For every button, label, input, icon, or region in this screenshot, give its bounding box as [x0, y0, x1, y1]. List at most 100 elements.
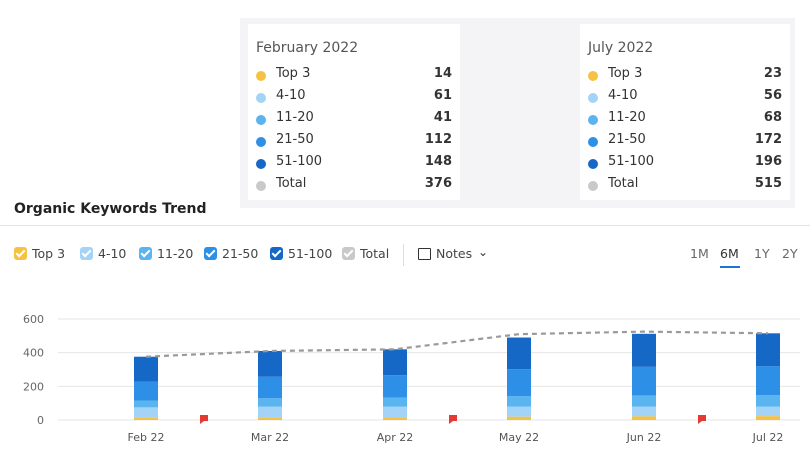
row-label: 51-100 [608, 154, 655, 169]
checkbox-icon [14, 247, 27, 260]
card-row-11-20: 11-20 41 [256, 110, 468, 130]
y-tick-label: 200 [23, 380, 44, 393]
row-label: 21-50 [276, 132, 314, 147]
bar-segment [507, 396, 531, 407]
11-20-dot-icon [588, 115, 598, 125]
bar-segment [756, 366, 780, 396]
bar-segment [383, 406, 407, 418]
bar-segment [134, 400, 158, 408]
bar-segment [632, 406, 656, 417]
bar-segment [507, 406, 531, 417]
row-label: 21-50 [608, 132, 646, 147]
51-100-dot-icon [588, 159, 598, 169]
range-2y-button[interactable]: 2Y [782, 246, 798, 261]
bar-segment [756, 333, 780, 367]
row-label: 51-100 [276, 154, 323, 169]
checkbox-icon [204, 247, 217, 260]
bar-segment [507, 337, 531, 370]
row-label: Total [276, 176, 307, 191]
legend-label: 11-20 [157, 246, 194, 261]
section-title: Organic Keywords Trend [14, 201, 207, 217]
x-tick-label: Apr 22 [377, 431, 414, 444]
note-marker-icon [449, 415, 457, 424]
row-label: Top 3 [276, 66, 311, 81]
row-value: 376 [424, 176, 452, 191]
bar-segment [258, 417, 282, 420]
note-icon [418, 248, 431, 260]
bar-segment [258, 398, 282, 407]
row-label: Top 3 [608, 66, 643, 81]
card-row-top3: Top 3 14 [256, 66, 468, 86]
bar-segment [756, 416, 780, 420]
card-row-total: Total 515 [588, 176, 798, 196]
bar-segment [134, 407, 158, 418]
4-10-dot-icon [256, 93, 266, 103]
bar-segment [258, 406, 282, 418]
range-1m-button[interactable]: 1M [690, 246, 709, 261]
legend-label: 51-100 [288, 246, 333, 261]
11-20-dot-icon [256, 115, 266, 125]
bar-segment [632, 395, 656, 407]
card-title: July 2022 [588, 40, 654, 56]
card-row-11-20: 11-20 68 [588, 110, 798, 130]
section-divider [0, 225, 810, 226]
card-row-21-50: 21-50 172 [588, 132, 798, 152]
row-label: 4-10 [608, 88, 638, 103]
x-tick-label: Mar 22 [251, 431, 289, 444]
x-tick-label: May 22 [499, 431, 539, 444]
card-row-total: Total 376 [256, 176, 468, 196]
card-row-21-50: 21-50 112 [256, 132, 468, 152]
row-value: 172 [754, 132, 782, 147]
bar-segment [756, 406, 780, 417]
range-6m-button[interactable]: 6M [720, 246, 739, 261]
y-tick-label: 600 [23, 313, 44, 326]
bar-segment [383, 417, 407, 420]
checkbox-icon [270, 247, 283, 260]
bar-segment [383, 397, 407, 407]
legend-label: 4-10 [98, 246, 127, 261]
legend-separator [403, 244, 404, 266]
row-value: 515 [754, 176, 782, 191]
organic-keywords-chart: 0 200 400 600 Feb 22 Mar 22 Apr 22 May 22 Jun 22… [23, 313, 800, 444]
row-label: Total [608, 176, 639, 191]
bar-segment [134, 356, 158, 382]
total-dot-icon [588, 181, 598, 191]
row-value: 56 [763, 88, 782, 103]
bar-segment [258, 376, 282, 399]
note-marker-icon [698, 415, 706, 424]
x-tick-label: Jul 22 [752, 431, 784, 444]
active-range-underline [720, 266, 740, 268]
y-tick-label: 0 [37, 414, 44, 427]
row-label: 11-20 [276, 110, 314, 125]
card-row-top3: Top 3 23 [588, 66, 798, 86]
bar-segment [632, 416, 656, 420]
note-marker-icon [200, 415, 208, 424]
row-value: 41 [433, 110, 452, 125]
row-label: 4-10 [276, 88, 306, 103]
row-value: 112 [424, 132, 452, 147]
chevron-down-icon: ⌄ [478, 245, 489, 259]
bar-segment [632, 333, 656, 367]
row-value: 61 [433, 88, 452, 103]
legend-label: Total [360, 246, 390, 261]
bar-segment [507, 369, 531, 397]
bar-segment [134, 417, 158, 420]
top3-dot-icon [588, 71, 598, 81]
total-line [145, 330, 769, 358]
summary-card-feb: February 2022 Top 3 14 4-10 61 11-20 41 21-… [248, 24, 460, 200]
legend-label: 21-50 [222, 246, 259, 261]
top3-dot-icon [256, 71, 266, 81]
row-value: 148 [424, 154, 452, 169]
4-10-dot-icon [588, 93, 598, 103]
row-label: 11-20 [608, 110, 646, 125]
row-value: 23 [763, 66, 782, 81]
x-tick-label: Jun 22 [626, 431, 662, 444]
card-row-4-10: 4-10 61 [256, 88, 468, 108]
x-tick-label: Feb 22 [128, 431, 165, 444]
summary-card-jul: July 2022 Top 3 23 4-10 56 11-20 68 21-50 17… [580, 24, 790, 200]
bar-segment [507, 416, 531, 420]
notes-label: Notes [436, 246, 473, 261]
range-1y-button[interactable]: 1Y [754, 246, 770, 261]
bar-segment [383, 375, 407, 398]
checkbox-icon [342, 247, 355, 260]
